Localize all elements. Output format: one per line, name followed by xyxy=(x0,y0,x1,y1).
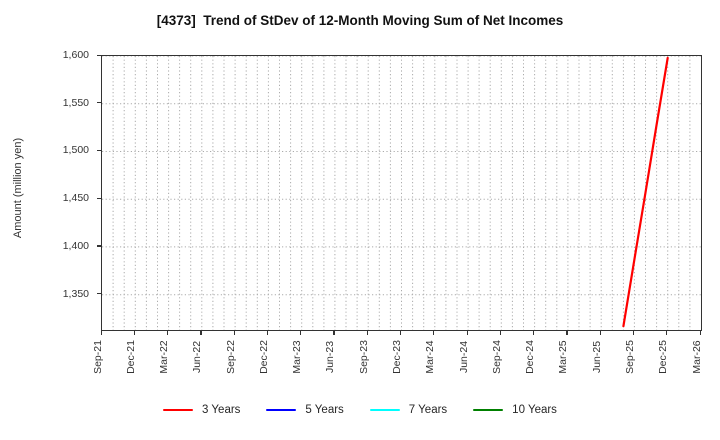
y-tick-mark xyxy=(96,149,101,152)
x-tick-label: Dec-21 xyxy=(124,340,137,374)
y-tick-label: 1,550 xyxy=(62,96,89,109)
legend-label: 3 Years xyxy=(202,404,241,416)
legend-item: 7 Years xyxy=(369,404,448,416)
legend-item: 10 Years xyxy=(473,404,557,416)
legend-line-swatch xyxy=(369,408,400,412)
x-tick-mark xyxy=(100,330,102,335)
x-tick-mark xyxy=(333,330,335,335)
x-tick-mark xyxy=(499,330,502,335)
x-tick-mark xyxy=(466,330,468,335)
legend: 3 Years 5 Years 7 Years 10 Years xyxy=(0,404,720,416)
x-tick-label: Mar-24 xyxy=(424,340,437,374)
x-tick-mark xyxy=(133,330,135,335)
x-tick-label: Dec-25 xyxy=(657,340,670,374)
y-tick-mark xyxy=(96,54,101,56)
x-tick-label: Sep-22 xyxy=(224,340,237,374)
x-tick-label: Sep-24 xyxy=(490,340,503,374)
legend-label: 10 Years xyxy=(512,404,557,416)
x-tick-label: Dec-24 xyxy=(524,340,537,374)
y-tick-mark xyxy=(96,293,101,295)
x-tick-label: Jun-23 xyxy=(324,340,337,374)
y-tick-mark xyxy=(96,245,101,247)
x-tick-mark xyxy=(566,330,568,335)
x-tick-label: Jun-25 xyxy=(590,340,603,374)
legend-line-swatch xyxy=(473,408,504,412)
legend-line-swatch xyxy=(266,408,297,412)
y-tick-label: 1,600 xyxy=(62,49,89,61)
y-tick-label: 1,350 xyxy=(62,287,89,300)
x-tick-label: Sep-21 xyxy=(91,340,104,374)
x-tick-label: Sep-25 xyxy=(623,340,636,374)
x-tick-mark xyxy=(266,330,269,335)
legend-item: 3 Years xyxy=(163,404,240,416)
x-tick-label: Dec-23 xyxy=(391,340,403,374)
y-tick-label: 1,450 xyxy=(62,192,89,205)
x-tick-label: Jun-22 xyxy=(191,340,204,374)
chart-title: [4373] Trend of StDev of 12-Month Moving… xyxy=(156,13,564,28)
x-tick-label: Mar-25 xyxy=(557,340,570,374)
y-tick-label: 1,400 xyxy=(62,239,89,252)
legend-line-swatch xyxy=(163,408,194,412)
y-axis-label: Amount (million yen) xyxy=(12,137,24,239)
x-tick-mark xyxy=(433,330,435,335)
y-tick-label: 1,500 xyxy=(62,144,89,157)
x-tick-mark xyxy=(699,330,701,335)
x-tick-label: Jun-24 xyxy=(457,340,470,374)
legend-label: 5 Years xyxy=(305,404,344,416)
legend-item: 5 Years xyxy=(266,404,344,416)
x-tick-label: Mar-26 xyxy=(690,340,703,374)
x-tick-label: Mar-23 xyxy=(291,340,304,374)
x-tick-mark xyxy=(233,330,235,335)
plot-area xyxy=(101,55,702,331)
x-tick-mark xyxy=(599,330,601,335)
x-tick-mark xyxy=(400,330,402,335)
legend-label: 7 Years xyxy=(408,404,448,416)
x-tick-mark xyxy=(200,330,202,335)
x-tick-mark xyxy=(666,330,668,335)
x-tick-mark xyxy=(167,330,169,335)
x-tick-mark xyxy=(533,330,535,335)
grid-and-series-canvas xyxy=(102,56,701,330)
x-tick-label: Mar-22 xyxy=(158,340,171,374)
y-tick-mark xyxy=(96,102,101,104)
x-tick-label: Sep-23 xyxy=(357,340,370,374)
x-tick-mark xyxy=(366,330,368,335)
x-tick-label: Dec-22 xyxy=(257,340,270,374)
y-tick-mark xyxy=(96,197,101,199)
x-tick-mark xyxy=(632,330,635,335)
x-tick-mark xyxy=(300,330,302,335)
